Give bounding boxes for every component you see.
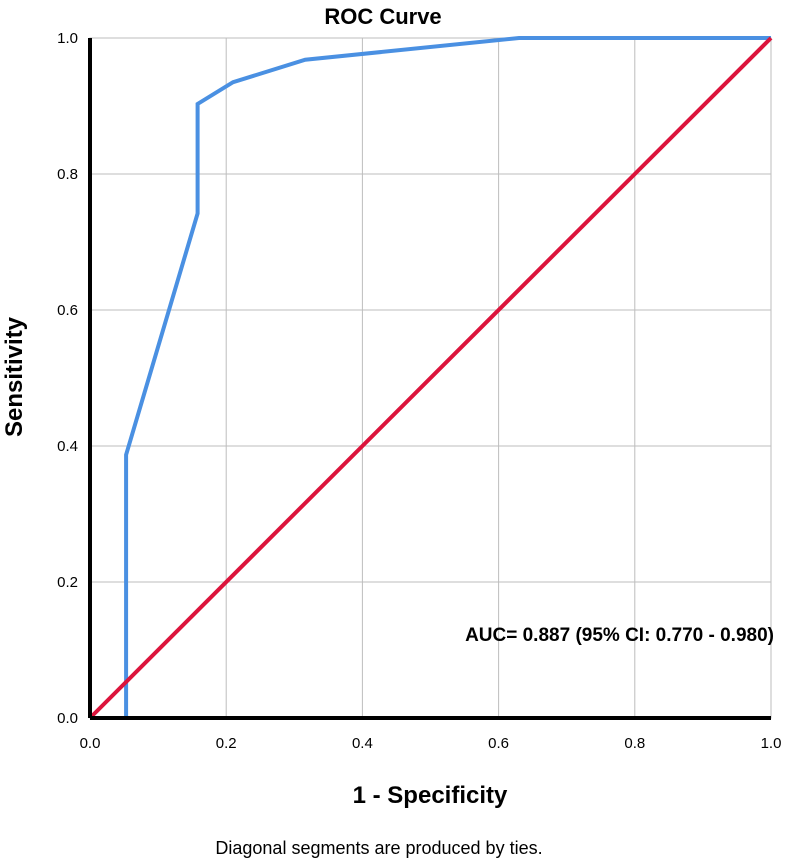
- reference-line: [88, 36, 773, 720]
- x-tick-label: 0.8: [624, 735, 645, 752]
- y-tick-label: 1.0: [57, 30, 78, 47]
- series-layer: [88, 36, 773, 720]
- auc-annotation: AUC= 0.887 (95% CI: 0.770 - 0.980): [465, 625, 774, 646]
- x-axis-label: 1 - Specificity: [353, 782, 508, 809]
- tick-labels: 0.0 0.2 0.4 0.6 0.8 1.0 0.0 0.2 0.4 0.6 0.8 1.0: [57, 30, 781, 752]
- y-axis-label: Sensitivity: [1, 316, 28, 437]
- x-tick-label: 0.2: [216, 735, 237, 752]
- y-tick-label: 0.4: [57, 438, 78, 455]
- y-tick-label: 0.0: [57, 710, 78, 727]
- y-tick-label: 0.2: [57, 574, 78, 591]
- roc-curve-line: [90, 36, 771, 720]
- x-tick-label: 0.6: [488, 735, 509, 752]
- y-tick-label: 0.6: [57, 302, 78, 319]
- axes-layer: [88, 38, 771, 720]
- chart-footnote: Diagonal segments are produced by ties.: [215, 838, 542, 858]
- x-tick-label: 0.4: [352, 735, 373, 752]
- x-tick-label: 0.0: [80, 735, 101, 752]
- chart-title: ROC Curve: [324, 4, 441, 29]
- x-tick-label: 1.0: [761, 735, 782, 752]
- y-tick-label: 0.8: [57, 166, 78, 183]
